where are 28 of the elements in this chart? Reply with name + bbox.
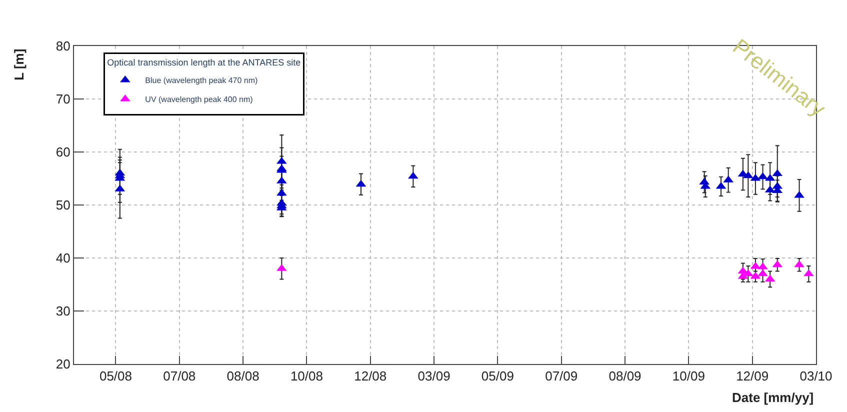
y-tick-label: 20 (56, 356, 70, 372)
x-tick-label: 08/09 (608, 368, 642, 384)
point (758, 269, 768, 276)
point (758, 172, 768, 180)
x-tick-label: 12/08 (354, 368, 387, 384)
y-tick-label: 50 (56, 198, 70, 213)
legend-label: UV (wavelength peak 400 nm) (145, 95, 254, 104)
legend-title: Optical transmission length at the ANTARES site (107, 58, 301, 68)
point (794, 190, 804, 198)
x-tick-label: 05/09 (481, 368, 514, 384)
legend-label: Blue (wavelength peak 470 nm) (145, 76, 258, 86)
x-tick-label: 10/08 (290, 368, 323, 384)
x-tick-label: 07/08 (163, 368, 196, 384)
y-tick-label: 70 (56, 92, 70, 107)
x-tick-label: 08/08 (226, 368, 260, 384)
y-tick-label: 30 (56, 304, 70, 319)
x-tick-label: 03/09 (418, 368, 450, 384)
x-tick-label: 03/10 (800, 368, 832, 384)
x-axis-title: Date [mm/yy] (732, 390, 814, 405)
x-tick-label: 05/08 (99, 368, 132, 384)
y-tick-label: 40 (56, 250, 70, 266)
y-tick-label: 60 (56, 144, 70, 160)
x-tick-label: 12/09 (736, 368, 769, 384)
x-tick-label: 10/09 (672, 368, 705, 384)
x-tick-label: 07/09 (545, 368, 578, 384)
y-axis-title: L [m] (11, 48, 26, 80)
point (794, 260, 804, 268)
y-tick-label: 80 (56, 38, 70, 54)
